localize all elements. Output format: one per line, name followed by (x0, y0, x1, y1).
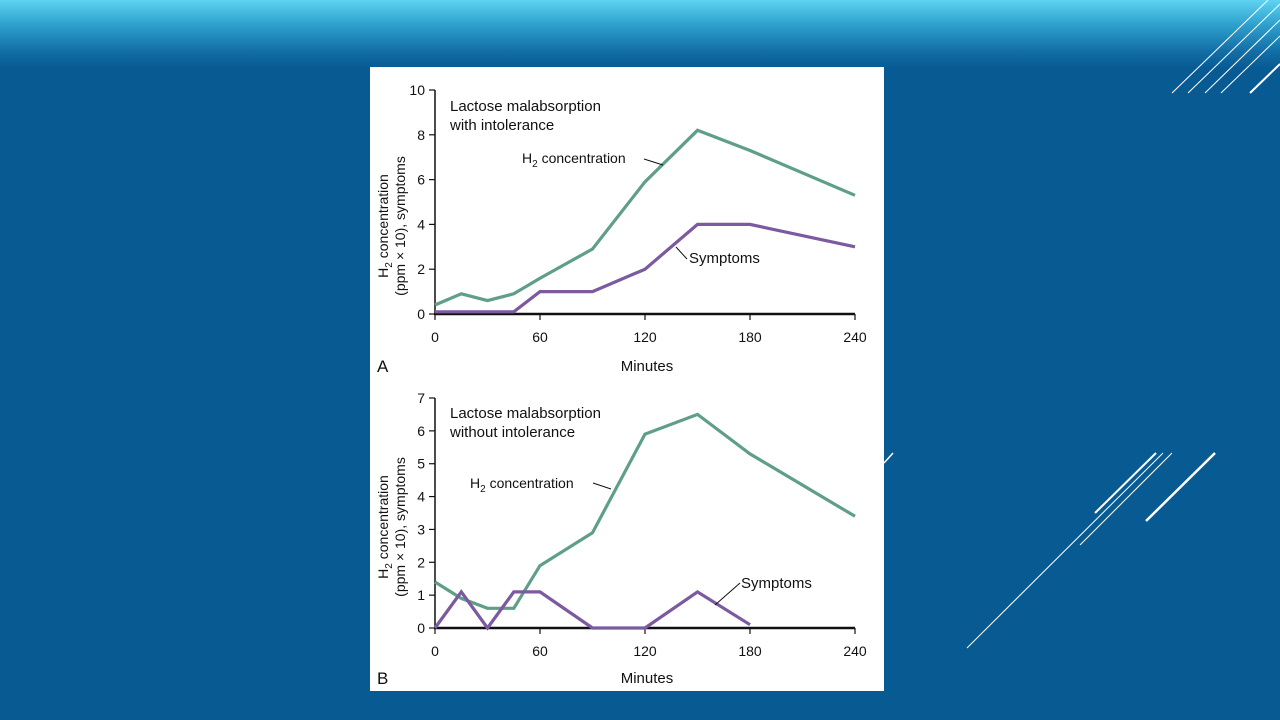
y-tick-label: 6 (417, 172, 425, 188)
panel-a-series (434, 128, 856, 314)
y-tick-label: 8 (417, 127, 425, 143)
y-tick-label: 10 (409, 82, 425, 98)
panel-b-xlabel: Minutes (621, 670, 674, 687)
deco-line (1145, 452, 1216, 522)
y-tick-label: 4 (417, 216, 425, 232)
panel-b-ticks: 0 1 2 3 4 5 6 7 0 60 120 180 240 (417, 390, 867, 659)
panel-a-title-line-2: with intolerance (449, 117, 554, 134)
x-tick-label: 120 (633, 329, 657, 345)
y-tick-label: 7 (417, 390, 425, 406)
y-tick-label: 0 (417, 306, 425, 322)
x-tick-label: 240 (843, 643, 867, 659)
panel-b-symptoms-line (433, 589, 751, 631)
y-tick-label: 0 (417, 620, 425, 636)
panel-a-h2-leader (643, 158, 664, 166)
panel-b-title-line-2: without intolerance (449, 424, 575, 441)
panel-a-h2-concentration-line (434, 128, 856, 307)
y-tick-label: 2 (417, 554, 425, 570)
deco-line (1079, 452, 1173, 546)
y-tick-label: 2 (417, 261, 425, 277)
deco-line (1249, 63, 1280, 94)
figure-card: 0 2 4 6 8 10 0 60 120 180 240 Lactose malabsorptio… (370, 67, 884, 691)
deco-line (1094, 452, 1157, 514)
panel-a-title-line-1: Lactose malabsorption (450, 98, 601, 115)
panel-a-symptoms-annotation: Symptoms (689, 250, 760, 267)
panel-a-ylabel-line-1: H2 concentration (375, 174, 395, 278)
x-tick-label: 240 (843, 329, 867, 345)
panel-a-ticks: 0 2 4 6 8 10 0 60 120 180 240 (409, 82, 866, 345)
panel-a-ylabel-line-2: (ppm × 10), symptoms (392, 156, 408, 296)
y-tick-label: 4 (417, 489, 425, 505)
x-tick-label: 0 (431, 329, 439, 345)
panel-b-letter: B (377, 669, 388, 688)
panel-b-ylabel-line-2: (ppm × 10), symptoms (392, 457, 408, 597)
x-tick-label: 180 (738, 329, 762, 345)
x-tick-label: 0 (431, 643, 439, 659)
x-tick-label: 60 (532, 329, 548, 345)
x-tick-label: 60 (532, 643, 548, 659)
panel-b-title-line-1: Lactose malabsorption (450, 405, 601, 422)
panel-b: 0 1 2 3 4 5 6 7 0 60 120 180 240 Lactose malabsorpti… (375, 390, 867, 688)
panel-b-series (433, 412, 856, 631)
y-tick-label: 5 (417, 456, 425, 472)
deco-line (883, 452, 894, 464)
panel-b-h2-leader (592, 482, 612, 490)
panel-b-h2-annotation: H2 concentration (470, 475, 574, 495)
panel-b-ylabel-line-1: H2 concentration (375, 475, 395, 579)
panel-b-symptoms-leader (714, 582, 741, 606)
panel-b-h2-concentration-line (434, 412, 856, 610)
slide-top-band (0, 0, 1280, 68)
panel-a-h2-annotation: H2 concentration (522, 150, 626, 170)
panel-a-symptoms-leader (675, 246, 688, 260)
y-tick-label: 6 (417, 423, 425, 439)
panel-b-symptoms-annotation: Symptoms (741, 575, 812, 592)
panel-a-symptoms-line (435, 222, 856, 314)
y-tick-label: 1 (417, 587, 425, 603)
panel-a-letter: A (377, 357, 389, 376)
x-tick-label: 120 (633, 643, 657, 659)
x-tick-label: 180 (738, 643, 762, 659)
y-tick-label: 3 (417, 521, 425, 537)
panel-a-xlabel: Minutes (621, 358, 674, 375)
panel-a: 0 2 4 6 8 10 0 60 120 180 240 Lactose malabsorptio… (375, 82, 867, 376)
deco-line (966, 452, 1164, 649)
